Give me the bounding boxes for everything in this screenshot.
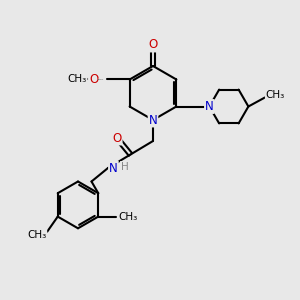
Text: O: O <box>148 38 158 52</box>
Text: methoxy: methoxy <box>98 79 104 80</box>
Text: N: N <box>109 161 118 175</box>
Text: N: N <box>148 113 158 127</box>
Text: CH₃: CH₃ <box>118 212 137 222</box>
Text: CH₃: CH₃ <box>68 74 87 85</box>
Text: CH₃: CH₃ <box>266 89 285 100</box>
Text: N: N <box>205 100 214 113</box>
Text: O: O <box>112 131 122 145</box>
Text: H: H <box>121 161 128 172</box>
Text: O: O <box>89 73 98 86</box>
Text: CH₃: CH₃ <box>27 230 46 240</box>
